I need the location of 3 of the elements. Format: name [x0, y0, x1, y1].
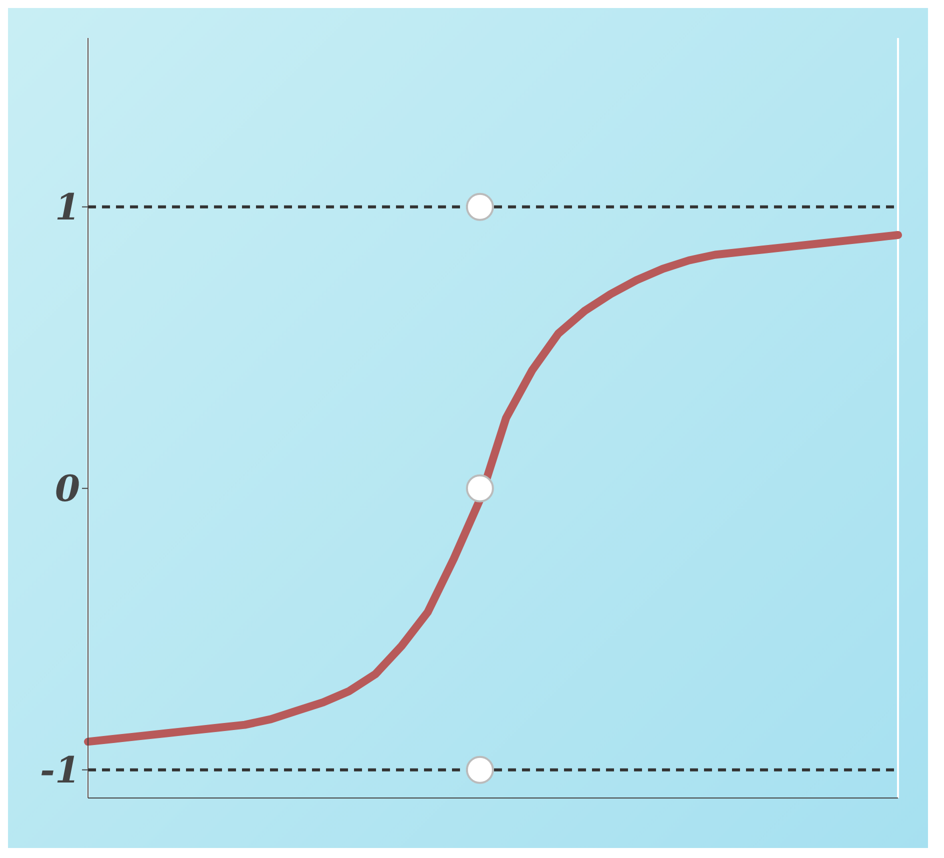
y-tick-label: 1: [54, 186, 80, 229]
y-tick-label: 0: [54, 468, 80, 510]
y-tick-label: -1: [40, 750, 80, 792]
